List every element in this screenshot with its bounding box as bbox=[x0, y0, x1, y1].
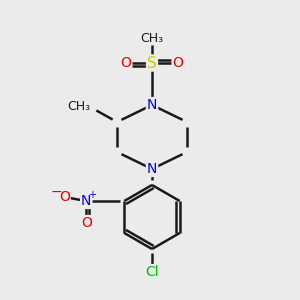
Text: N: N bbox=[147, 162, 157, 176]
Text: −: − bbox=[50, 185, 62, 199]
Text: O: O bbox=[81, 216, 92, 230]
Text: N: N bbox=[81, 194, 92, 208]
Text: O: O bbox=[59, 190, 70, 204]
Text: CH₃: CH₃ bbox=[67, 100, 90, 112]
Text: S: S bbox=[147, 56, 157, 70]
Text: O: O bbox=[121, 56, 131, 70]
Text: +: + bbox=[88, 190, 96, 200]
Text: CH₃: CH₃ bbox=[140, 32, 164, 44]
Text: O: O bbox=[172, 56, 183, 70]
Text: N: N bbox=[147, 98, 157, 112]
Text: Cl: Cl bbox=[145, 265, 159, 279]
